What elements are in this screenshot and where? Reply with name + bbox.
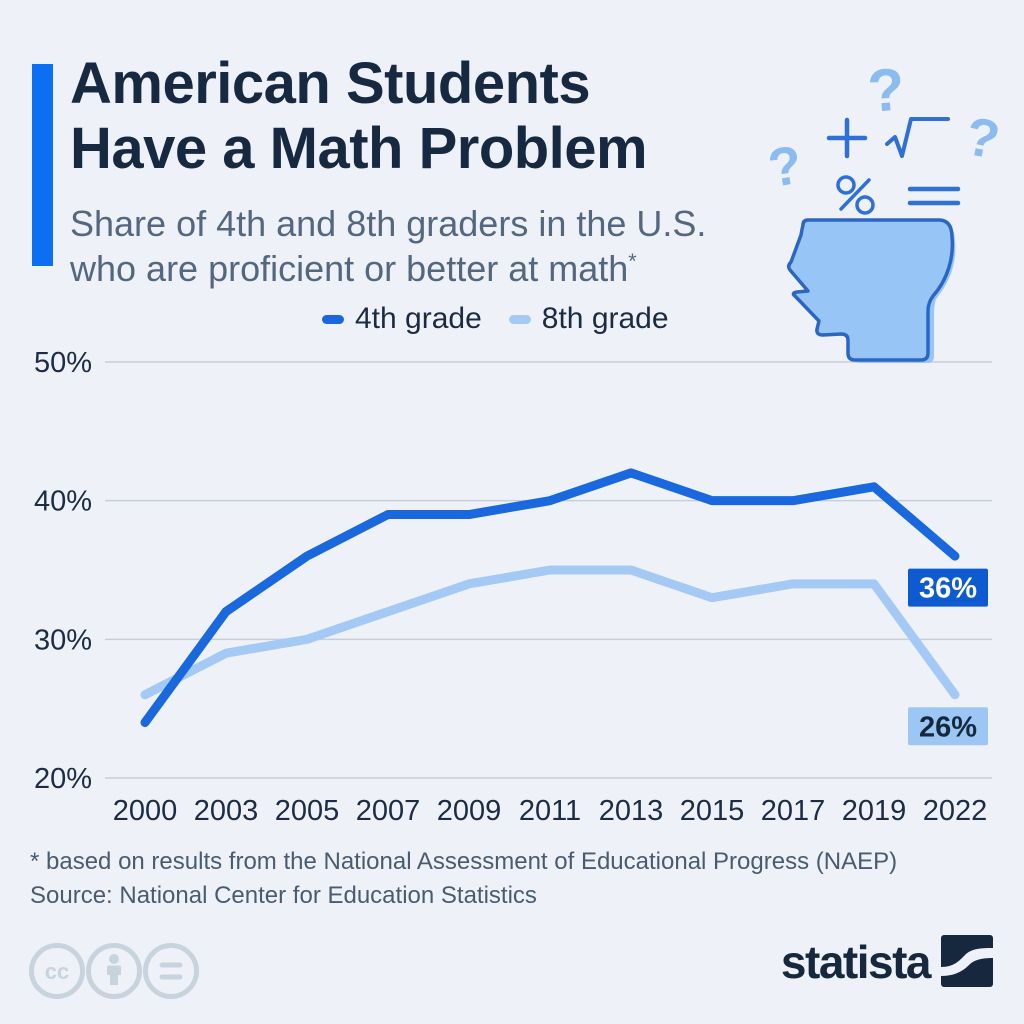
license-badges[interactable]: cc <box>28 939 228 1003</box>
legend-item-4th-grade: 4th grade <box>322 302 482 336</box>
question-marks: ? ? ? <box>764 55 1004 198</box>
x-tick-2019: 2019 <box>842 795 907 827</box>
x-tick-2003: 2003 <box>194 795 259 827</box>
x-tick-2007: 2007 <box>356 795 421 827</box>
legend-swatch-4th-grade <box>322 314 344 324</box>
math-head-illustration: ? ? ? <box>764 55 1004 363</box>
x-tick-2022: 2022 <box>923 795 988 827</box>
x-tick-2013: 2013 <box>599 795 664 827</box>
cc-glyph: cc <box>45 959 69 984</box>
end-label-26%: 26% <box>919 711 977 743</box>
equals-license-icon[interactable] <box>143 943 199 999</box>
x-tick-2009: 2009 <box>437 795 502 827</box>
end-label-box-26% <box>908 707 988 746</box>
end-label-box-36% <box>908 568 988 607</box>
head-profile <box>786 218 955 362</box>
square-root-icon <box>885 117 950 158</box>
x-tick-2011: 2011 <box>519 795 581 827</box>
y-tick-50%: 50% <box>34 347 92 379</box>
footnote-marker: * <box>628 248 637 273</box>
end-label-36%: 36% <box>919 573 977 605</box>
x-tick-2005: 2005 <box>275 795 340 827</box>
statista-logo-icon <box>941 935 993 987</box>
title-accent-bar <box>32 64 53 266</box>
legend-item-8th-grade: 8th grade <box>508 302 669 336</box>
chart-footnotes: * based on results from the National Ass… <box>30 845 897 913</box>
subtitle-line-1: Share of 4th and 8th graders in the U.S. <box>70 203 707 244</box>
source-text: Source: National Center for Education St… <box>30 882 537 909</box>
title-line-1: American Students <box>70 51 591 116</box>
question-mark-top-icon: ? <box>866 55 907 124</box>
series-line-8th-grade <box>140 565 960 700</box>
footnote-text: * based on results from the National Ass… <box>30 848 898 875</box>
series-line-4th-grade <box>140 468 960 728</box>
plus-icon <box>826 117 868 159</box>
equals-icon <box>907 186 961 206</box>
page-subtitle: Share of 4th and 8th graders in the U.S.… <box>70 201 706 291</box>
legend-swatch-8th-grade <box>508 314 531 324</box>
cc-icon[interactable] <box>29 943 85 999</box>
percent-icon <box>836 175 875 215</box>
statista-wordmark: statista <box>780 936 932 988</box>
title-line-2: Have a Math Problem <box>70 116 648 181</box>
x-tick-2000: 2000 <box>113 795 178 827</box>
question-mark-left-icon: ? <box>764 135 806 199</box>
question-mark-right-icon: ? <box>961 106 1005 171</box>
chart-legend: 4th grade 8th grade <box>322 302 669 336</box>
attribution-icon[interactable] <box>86 943 142 999</box>
statista-logo[interactable]: statista <box>781 934 993 988</box>
y-tick-30%: 30% <box>34 624 92 656</box>
legend-label-8th-grade: 8th grade <box>541 302 669 335</box>
x-tick-2015: 2015 <box>680 795 745 827</box>
page-title: American Students Have a Math Problem <box>70 51 648 181</box>
y-tick-20%: 20% <box>34 763 92 795</box>
equals-glyph <box>159 962 183 980</box>
y-tick-40%: 40% <box>34 486 92 518</box>
x-tick-2017: 2017 <box>761 795 826 827</box>
subtitle-line-2: who are proficient or better at math* <box>70 248 637 289</box>
legend-label-4th-grade: 4th grade <box>355 302 482 335</box>
attribution-person-glyph <box>107 954 121 985</box>
